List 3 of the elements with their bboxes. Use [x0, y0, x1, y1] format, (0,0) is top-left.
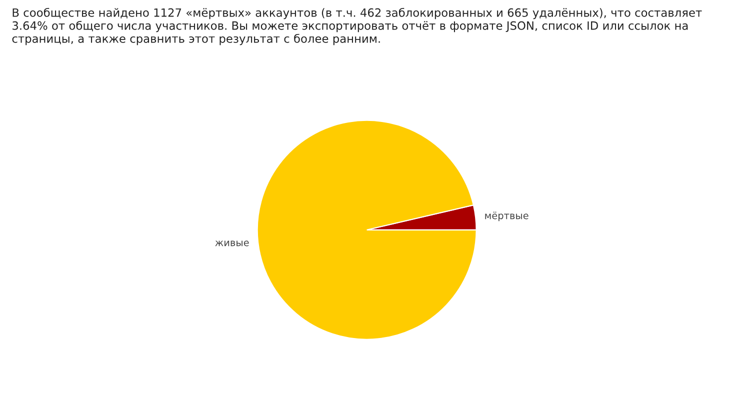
slice-label: живые	[215, 240, 249, 246]
slice-label: мёртвые	[485, 212, 528, 222]
text: В сообществе найдено 1127 «мёртвых» аккаунтов (в т.ч. 462 заблокированных и 665 удалённых), что составляет 3.64% от общего числа участников. Вы можете экспортировать отчёт в формате JSON, список ID или ссылок на страницы, а также сравнить этот результат с более ранним.	[12, 8, 702, 46]
